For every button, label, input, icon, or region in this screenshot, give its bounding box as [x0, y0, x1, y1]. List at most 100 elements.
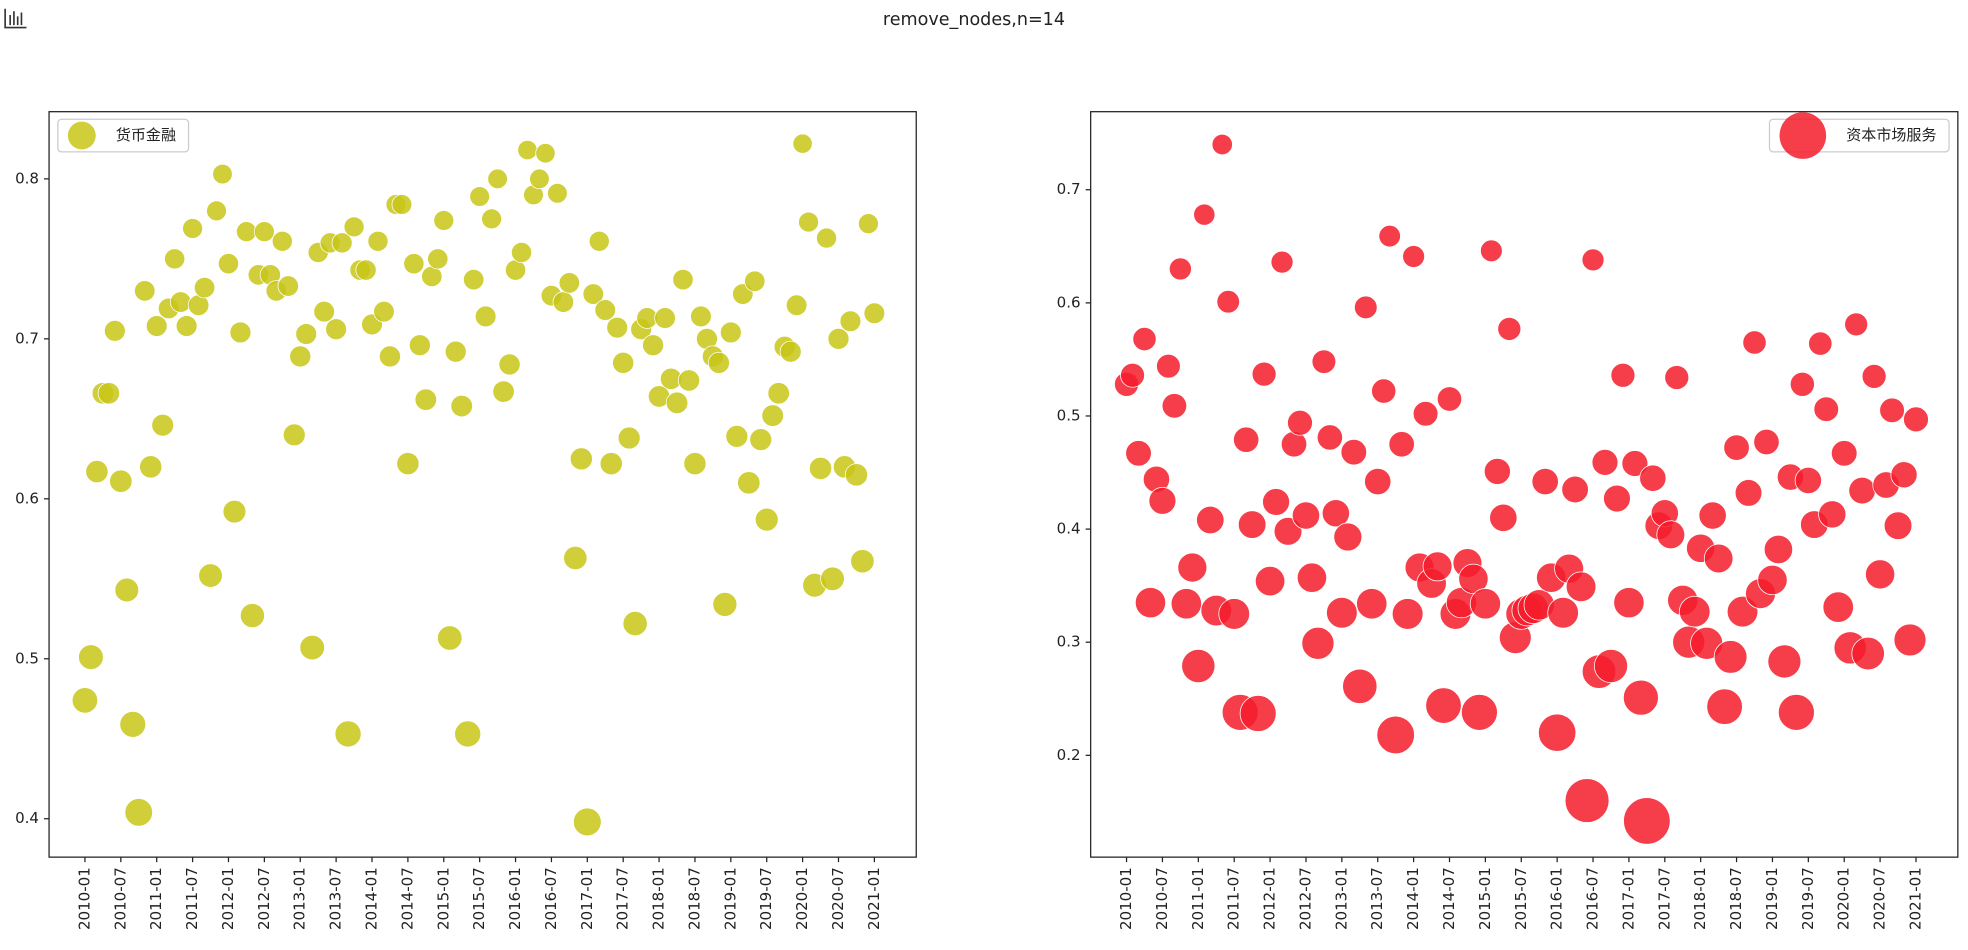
- scatter-point: [1703, 543, 1734, 574]
- x-tick-label: 2019-01: [721, 867, 739, 930]
- scatter-point: [444, 340, 467, 363]
- legend: 资本市场服务: [1768, 112, 1950, 159]
- scatter-point: [124, 798, 153, 827]
- y-tick-label: 0.5: [1057, 406, 1081, 424]
- scatter-point: [1613, 587, 1645, 619]
- plot-frame: [1090, 111, 1959, 858]
- scatter-point: [573, 807, 602, 837]
- legend-marker: [1779, 112, 1827, 159]
- scatter-point: [1883, 511, 1913, 540]
- scatter-point: [1603, 484, 1631, 513]
- x-tick-label: 2020-07: [1871, 867, 1889, 930]
- scatter-point: [1177, 552, 1208, 583]
- scatter-point: [1706, 688, 1743, 725]
- scatter-point: [582, 283, 604, 305]
- scatter-point: [373, 300, 395, 323]
- y-tick-label: 0.6: [15, 489, 39, 507]
- x-tick-label: 2013-01: [291, 867, 309, 930]
- scatter-point: [612, 351, 635, 374]
- x-tick-label: 2019-01: [1763, 867, 1781, 930]
- x-tick-label: 2017-01: [1619, 867, 1637, 930]
- scatter-point: [1342, 668, 1378, 704]
- scatter-point: [212, 163, 233, 185]
- scatter-point: [1436, 386, 1463, 412]
- scatter-point: [1196, 505, 1225, 535]
- scatter-point: [511, 241, 533, 263]
- scatter-point: [1316, 424, 1343, 451]
- scatter-point: [396, 452, 420, 476]
- scatter-point: [744, 270, 766, 292]
- x-tick-label: 2014-01: [363, 867, 381, 930]
- scatter-point: [654, 307, 676, 329]
- scatter-point: [839, 310, 862, 333]
- scatter-point: [1830, 440, 1858, 467]
- scatter-point: [767, 382, 790, 405]
- x-tick-label: 2021-01: [865, 867, 883, 930]
- scatter-point: [1311, 349, 1337, 374]
- scatter-point: [403, 253, 425, 275]
- scatter-point: [1789, 371, 1815, 397]
- scatter-point: [1391, 598, 1424, 630]
- scatter-point: [1291, 501, 1321, 530]
- scatter-point: [665, 391, 689, 415]
- x-tick-label: 2014-01: [1404, 867, 1422, 930]
- scatter-point: [1656, 520, 1686, 550]
- y-tick-label: 0.3: [1057, 633, 1081, 651]
- scatter-point: [1193, 203, 1216, 226]
- scatter-point: [588, 230, 610, 252]
- scatter-point: [599, 452, 623, 476]
- scatter-point: [97, 382, 121, 405]
- scatter-point: [827, 327, 850, 350]
- scatter-point: [712, 591, 738, 617]
- scatter-point: [677, 369, 701, 392]
- scatter-point: [683, 452, 707, 476]
- scatter-point: [1254, 565, 1286, 597]
- scatter-point: [1218, 598, 1250, 630]
- scatter-point: [672, 269, 694, 291]
- scatter-point: [1356, 588, 1388, 620]
- scatter-point: [1538, 713, 1577, 752]
- scatter-point: [222, 499, 247, 524]
- y-tick-label: 0.4: [15, 809, 39, 827]
- x-tick-label: 2019-07: [1799, 867, 1817, 930]
- scatter-point: [1120, 362, 1145, 388]
- scatter-point: [792, 133, 813, 154]
- scatter-point: [325, 318, 347, 341]
- scatter-point: [1865, 559, 1896, 590]
- scatter-point: [1763, 534, 1794, 565]
- scatter-point: [289, 345, 312, 368]
- scatter-point: [622, 611, 648, 637]
- x-tick-label: 2010-07: [1153, 867, 1171, 930]
- scatter-point: [1364, 467, 1392, 496]
- x-tick-label: 2011-07: [1225, 867, 1243, 930]
- x-tick-label: 2012-01: [1261, 867, 1279, 930]
- scatter-point: [182, 218, 203, 239]
- scatter-point: [1371, 378, 1397, 404]
- scatter-point: [1280, 431, 1308, 458]
- scatter-point: [1181, 648, 1216, 683]
- scatter-point: [1861, 363, 1887, 389]
- scatter-point: [1794, 466, 1822, 495]
- scatter-point: [408, 334, 431, 357]
- scatter-point: [707, 351, 730, 374]
- x-tick-label: 2015-07: [1512, 867, 1530, 930]
- subplot: 0.4 0.5 0.6 0.7 0.8 2010-01 2010-07 2011-01 2011…: [15, 111, 917, 930]
- scatter-point: [1170, 588, 1202, 620]
- scatter-point: [239, 603, 265, 629]
- scatter-point: [1818, 500, 1847, 529]
- scatter-point: [563, 545, 588, 571]
- scatter-point: [1273, 517, 1303, 546]
- scatter-point: [1216, 290, 1240, 314]
- x-tick-label: 2012-07: [255, 867, 273, 930]
- scatter-point: [1497, 316, 1522, 341]
- scatter-point: [1848, 476, 1876, 505]
- scatter-point: [594, 299, 616, 321]
- scatter-point: [1270, 250, 1294, 274]
- legend: 货币金融: [57, 118, 190, 153]
- scatter-point: [1623, 797, 1671, 845]
- scatter-point: [1251, 361, 1277, 387]
- scatter-point: [798, 211, 819, 233]
- x-tick-label: 2016-01: [506, 867, 524, 930]
